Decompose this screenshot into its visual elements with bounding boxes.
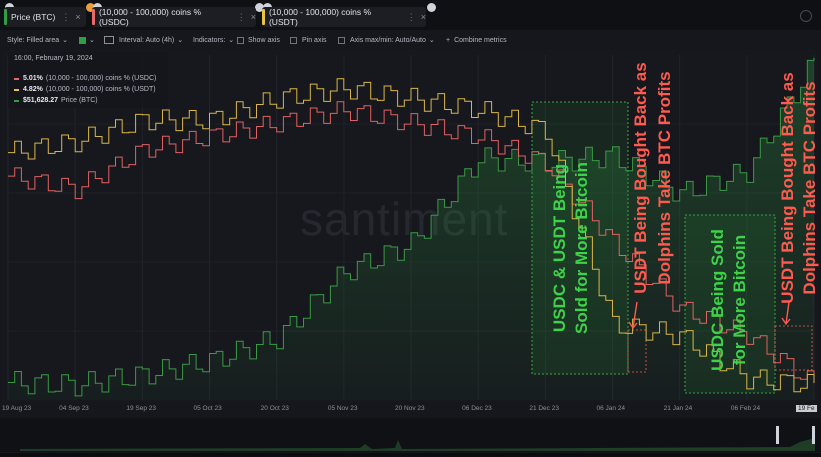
x-tick-label: 06 Feb 24 (730, 405, 761, 412)
more-icon[interactable]: ⋮ (61, 11, 70, 22)
arrow-line (632, 301, 638, 329)
x-tick-label: 20 Oct 23 (260, 405, 289, 412)
annotation-line: Dolphins Take BTC Profits (655, 71, 674, 284)
usdc-supply-line (8, 101, 815, 384)
combine-label: Combine metrics (454, 36, 507, 44)
tooltip-legend: 16:00, February 19, 2024 5.01% (10,000 - … (8, 52, 168, 108)
axis-maxmin-label: Axis max/min: Auto/Auto (350, 36, 426, 44)
arrow-line (785, 301, 790, 325)
series-color-swatch (262, 9, 265, 25)
btc-price-line (8, 57, 815, 397)
x-tick-label: 06 Jan 24 (596, 405, 626, 412)
metric-tab-bar: Price (BTC) ⋮ × (10,000 - 100,000) coins… (0, 0, 821, 30)
pin-icon[interactable] (86, 3, 95, 12)
annotation-text: USDT Being Bought Back as Dolphins Take B… (778, 72, 819, 303)
annotation-text: USDT Being Bought Back as Dolphins Take B… (631, 62, 674, 293)
annotation-line: USDT Being Bought Back as (778, 72, 797, 303)
more-icon[interactable]: ⋮ (236, 11, 246, 22)
navigator-handle-left[interactable] (776, 426, 779, 444)
axis-maxmin-dropdown[interactable]: Axis max/min: Auto/Auto ⌄ (338, 32, 435, 48)
x-tick-label: 19 Fe (796, 405, 817, 412)
settings-icon[interactable] (800, 10, 812, 22)
x-tick-label: 05 Nov 23 (327, 405, 358, 412)
legend-value: 5.01% (23, 75, 43, 82)
pin-icon[interactable] (427, 3, 436, 12)
axis-icon (338, 36, 345, 44)
x-axis: 19 Aug 23 04 Sep 23 19 Sep 23 05 Oct 23 20 O… (0, 402, 821, 416)
annotation-line: Dolphins Take BTC Profits (800, 81, 819, 294)
color-swatch (79, 36, 86, 44)
tab-price-btc[interactable]: Price (BTC) ⋮ × (4, 7, 86, 27)
x-tick-label: 20 Nov 23 (395, 405, 425, 412)
legend-label: Price (BTC) (61, 97, 98, 104)
legend-value: $51,628.27 (23, 97, 59, 104)
checkbox-icon (237, 36, 244, 44)
indicators-dropdown[interactable]: Indicators: ⌄ (193, 36, 235, 45)
series-color-swatch (92, 9, 95, 25)
x-tick-label: 21 Dec 23 (529, 405, 559, 412)
x-tick-label: 21 Jan 24 (663, 405, 693, 412)
x-tick-label: 05 Oct 23 (193, 405, 222, 412)
tab-usdt[interactable]: (10,000 - 100,000) coins % (USDT) ⋮ × (262, 7, 426, 27)
legend-swatch (14, 99, 19, 102)
usdt-supply-line (8, 78, 815, 393)
interval-dropdown[interactable]: Interval: Auto (4h) ⌄ (104, 32, 183, 48)
legend-datetime: 16:00, February 19, 2024 (14, 55, 93, 62)
interval-label: Interval: Auto (4h) (119, 36, 175, 44)
annotation-line: USDT Being Bought Back as (631, 62, 650, 293)
legend-swatch (14, 88, 19, 91)
tab-label: Price (BTC) (11, 12, 56, 22)
close-icon[interactable]: × (75, 12, 81, 22)
legend-item-btc: $51,628.27 Price (BTC) (14, 97, 98, 104)
more-icon[interactable]: ⋮ (406, 11, 416, 22)
annotation-text: USDC & USDT Being Sold for More Bitcoin (550, 162, 591, 334)
annotation-text: USDC Being Sold for More Bitcoin (708, 229, 749, 371)
x-tick-label: 19 Aug 23 (2, 405, 32, 412)
close-icon[interactable]: × (250, 12, 256, 22)
legend-swatch (14, 77, 19, 80)
legend-item-usdt: 4.82% (10,000 - 100,000) coins % (USDT) (14, 86, 156, 93)
checkbox-icon (290, 36, 297, 44)
arrow-head (628, 321, 638, 330)
range-navigator[interactable] (0, 418, 821, 452)
annotation-line: Sold for More Bitcoin (572, 162, 591, 334)
indicators-label: Indicators: (193, 36, 226, 44)
tab-label: (10,000 - 100,000) coins % (USDT) (268, 7, 372, 27)
annotations: USDC & USDT Being Sold for More Bitcoin US… (550, 62, 819, 371)
show-axis-toggle[interactable]: Show axis (237, 32, 280, 48)
x-tick-label: 19 Sep 23 (126, 405, 156, 412)
legend-label: (10,000 - 100,000) coins % (USDC) (45, 75, 157, 82)
interval-icon (104, 36, 114, 44)
close-icon[interactable]: × (420, 12, 426, 22)
arrow-head (781, 317, 791, 326)
plus-icon: + (446, 36, 451, 44)
navigator-handle-right[interactable] (812, 426, 815, 444)
tab-usdc[interactable]: (10,000 - 100,000) coins % (USDC) ⋮ × (92, 7, 256, 27)
pin-axis-toggle[interactable]: Pin axis (290, 32, 327, 48)
series-color-swatch (4, 9, 7, 25)
annotation-line: USDC & USDT Being (550, 164, 569, 332)
combine-metrics-button[interactable]: + Combine metrics (446, 32, 507, 48)
annotation-line: USDC Being Sold (708, 229, 727, 371)
navigator-svg (20, 426, 815, 451)
style-label: Style: Filled area (7, 36, 60, 44)
color-picker[interactable]: ⌄ (79, 32, 95, 48)
legend-value: 4.82% (23, 86, 43, 93)
pin-axis-label: Pin axis (302, 36, 327, 44)
annotation-line: for More Bitcoin (730, 235, 749, 365)
tab-label: (10,000 - 100,000) coins % (USDC) (98, 7, 202, 27)
style-dropdown[interactable]: Style: Filled area ⌄ (7, 36, 69, 45)
x-tick-label: 06 Dec 23 (462, 405, 492, 412)
chart-toolbar: Style: Filled area ⌄ ⌄ Interval: Auto (4h… (0, 32, 821, 48)
pin-icon[interactable] (255, 3, 264, 12)
x-tick-label: 04 Sep 23 (59, 405, 89, 412)
show-axis-label: Show axis (248, 36, 280, 44)
legend-label: (10,000 - 100,000) coins % (USDT) (45, 86, 156, 93)
navigator-area (20, 438, 815, 451)
legend-item-usdc: 5.01% (10,000 - 100,000) coins % (USDC) (14, 75, 156, 82)
